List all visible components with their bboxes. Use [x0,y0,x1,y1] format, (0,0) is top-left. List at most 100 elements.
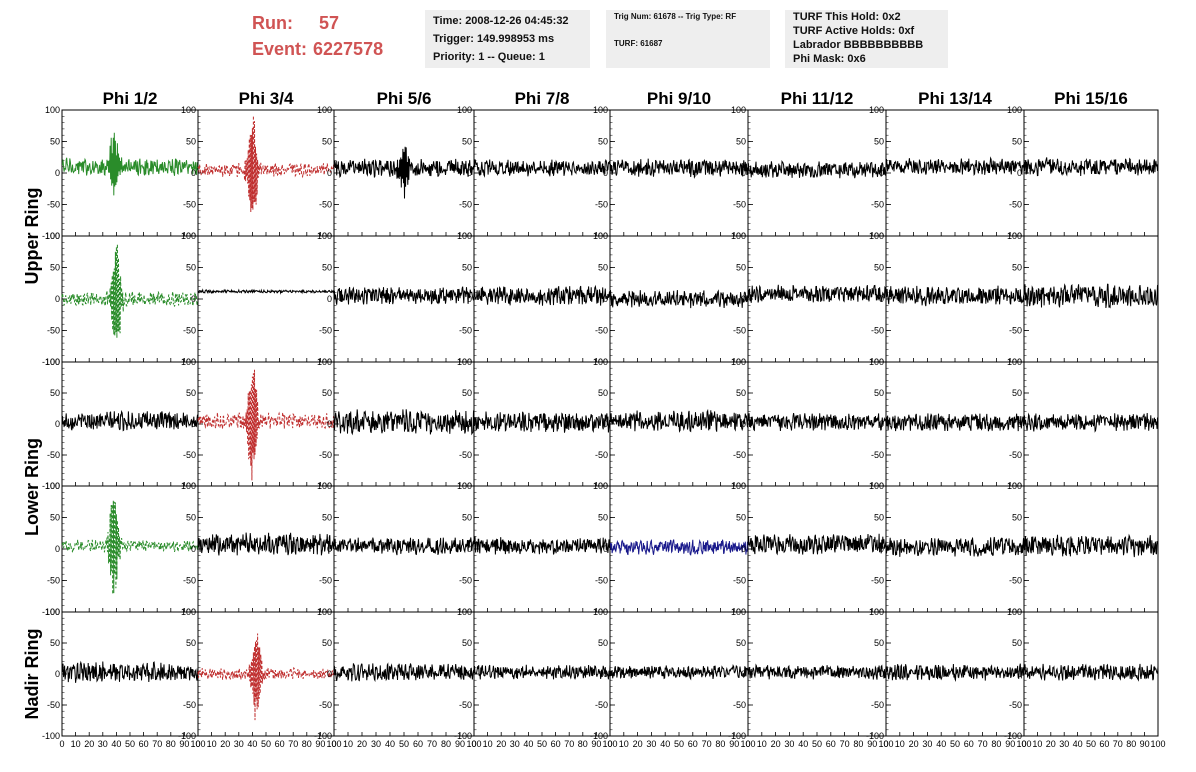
y-tick-label: -50 [183,326,196,336]
x-tick-label: 60 [1099,739,1109,749]
x-tick-label: 10 [619,739,629,749]
x-tick-label: 40 [247,739,257,749]
y-tick-label: 0 [467,419,472,429]
y-tick-label: -50 [47,700,60,710]
y-tick-label: 100 [317,607,332,617]
y-tick-label: 50 [50,137,60,147]
y-tick-label: 50 [462,388,472,398]
x-tick-label: 80 [302,739,312,749]
phi-label-1: Phi 1/2 [103,89,158,108]
y-tick-label: 0 [603,294,608,304]
x-tick-label: 80 [1126,739,1136,749]
x-tick-label: 70 [702,739,712,749]
y-tick-label: -50 [1009,576,1022,586]
y-tick-label: -100 [178,731,196,741]
x-tick-label: 0 [1021,739,1026,749]
x-tick-label: 30 [234,739,244,749]
x-tick-label: 0 [331,739,336,749]
x-tick-label: 60 [139,739,149,749]
y-tick-label: -50 [319,200,332,210]
y-tick-label: 50 [598,263,608,273]
time-text: Time: 2008-12-26 04:45:32 [433,15,569,27]
y-tick-label: 0 [741,669,746,679]
y-tick-label: 0 [1017,669,1022,679]
x-tick-label: 0 [59,739,64,749]
phi-mask-text: Phi Mask: 0x6 [793,53,866,65]
y-tick-label: 100 [1007,357,1022,367]
y-tick-label: 50 [736,137,746,147]
y-tick-label: -50 [47,576,60,586]
y-tick-label: 50 [874,263,884,273]
panel-frame [885,109,1025,237]
y-tick-label: 0 [1017,544,1022,554]
x-tick-label: 100 [326,739,341,749]
x-tick-label: 70 [288,739,298,749]
x-tick-label: 90 [455,739,465,749]
ring-label-2: Nadir Ring [22,628,42,719]
x-tick-label: 70 [152,739,162,749]
y-tick-label: -50 [183,200,196,210]
y-tick-label: -50 [595,450,608,460]
y-tick-label: 100 [593,357,608,367]
y-tick-label: -50 [47,200,60,210]
y-tick-label: 50 [186,263,196,273]
x-tick-label: 50 [125,739,135,749]
y-tick-label: 0 [603,168,608,178]
event-label: Event: [252,39,308,59]
x-tick-label: 80 [578,739,588,749]
y-tick-label: 100 [45,357,60,367]
y-tick-label: -50 [1009,450,1022,460]
y-tick-label: -50 [733,450,746,460]
x-tick-label: 80 [166,739,176,749]
x-tick-label: 30 [510,739,520,749]
y-tick-label: 50 [462,137,472,147]
x-tick-label: 60 [688,739,698,749]
panel-frame [333,485,475,613]
y-tick-label: 0 [467,669,472,679]
y-tick-label: -100 [728,731,746,741]
panel-frame [1023,235,1159,363]
y-tick-label: 0 [191,168,196,178]
y-tick-label: 0 [55,544,60,554]
y-tick-label: 0 [741,168,746,178]
labrador-text: Labrador BBBBBBBBBB [793,39,924,51]
turf-active-holds-text: TURF Active Holds: 0xf [793,25,915,37]
y-tick-label: -50 [595,200,608,210]
y-tick-label: 50 [186,137,196,147]
x-tick-label: 30 [1059,739,1069,749]
x-tick-label: 90 [729,739,739,749]
y-tick-label: 100 [869,357,884,367]
waveform-trace [1023,663,1159,682]
y-tick-label: 100 [45,231,60,241]
x-tick-label: 70 [427,739,437,749]
y-tick-label: -100 [42,731,60,741]
y-tick-label: 100 [45,481,60,491]
y-tick-label: 50 [598,137,608,147]
y-tick-label: 100 [593,607,608,617]
x-tick-label: 40 [798,739,808,749]
event-row: Event: 6227578 [252,36,383,62]
y-tick-label: 50 [736,513,746,523]
y-tick-label: 50 [50,638,60,648]
waveform-trace [197,115,335,213]
y-tick-label: 50 [874,638,884,648]
y-tick-label: 100 [457,231,472,241]
x-tick-label: 30 [646,739,656,749]
waveform-trace [1023,157,1159,177]
x-tick-label: 20 [909,739,919,749]
y-tick-label: 50 [598,388,608,398]
x-tick-label: 80 [991,739,1001,749]
x-tick-label: 70 [840,739,850,749]
waveform-trace [609,538,749,556]
